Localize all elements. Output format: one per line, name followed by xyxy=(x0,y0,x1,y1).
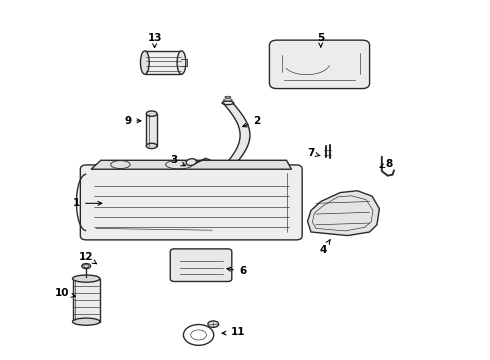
FancyBboxPatch shape xyxy=(270,40,369,89)
Ellipse shape xyxy=(177,51,186,74)
Polygon shape xyxy=(91,160,292,169)
Text: 7: 7 xyxy=(307,148,320,158)
Text: 8: 8 xyxy=(380,159,393,169)
Bar xyxy=(147,114,157,146)
Ellipse shape xyxy=(73,318,100,325)
Text: 12: 12 xyxy=(79,252,97,264)
Text: 1: 1 xyxy=(73,198,102,208)
Text: 11: 11 xyxy=(222,327,245,337)
Ellipse shape xyxy=(186,159,196,166)
FancyBboxPatch shape xyxy=(170,249,232,282)
Ellipse shape xyxy=(147,111,157,116)
Polygon shape xyxy=(145,51,181,74)
Ellipse shape xyxy=(82,264,91,269)
Text: 5: 5 xyxy=(317,33,324,47)
Text: 9: 9 xyxy=(124,116,141,126)
Bar xyxy=(73,279,100,321)
Polygon shape xyxy=(308,191,379,235)
Text: 6: 6 xyxy=(227,266,246,276)
Ellipse shape xyxy=(147,143,157,149)
FancyBboxPatch shape xyxy=(80,165,302,240)
Ellipse shape xyxy=(141,51,149,74)
Ellipse shape xyxy=(208,321,219,327)
Text: 10: 10 xyxy=(54,288,75,298)
Text: 4: 4 xyxy=(319,240,330,255)
Ellipse shape xyxy=(73,275,100,282)
Text: 2: 2 xyxy=(243,116,261,127)
Text: 13: 13 xyxy=(147,33,162,48)
Text: 3: 3 xyxy=(171,155,185,166)
